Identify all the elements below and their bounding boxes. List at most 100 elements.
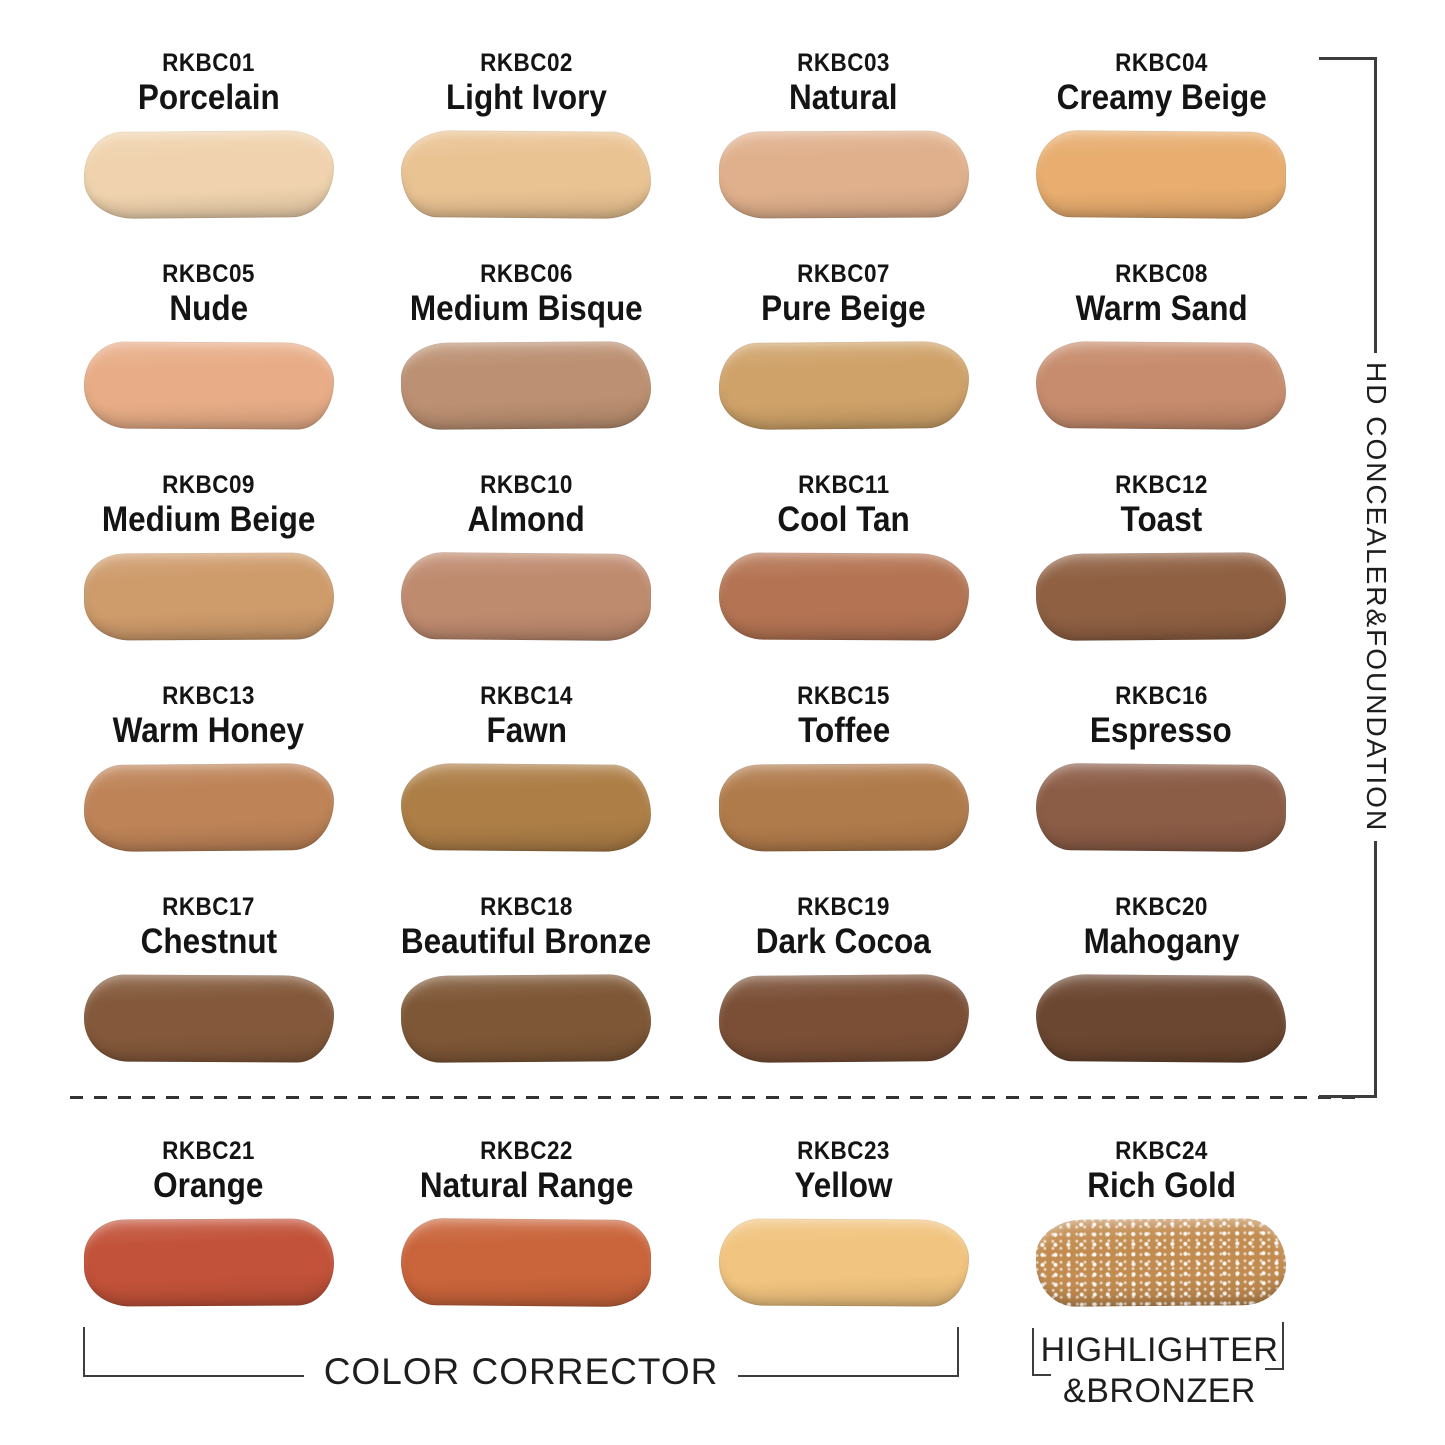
shade-code: RKBC01: [162, 49, 256, 77]
shade-cell: RKBC12 Toast: [1003, 470, 1321, 681]
shade-swatch: [83, 1218, 334, 1307]
shade-code: RKBC10: [479, 471, 573, 499]
shade-code: RKBC02: [479, 49, 573, 77]
shade-code: RKBC07: [797, 260, 891, 288]
shade-swatch: [400, 130, 652, 220]
shade-name: Warm Honey: [113, 711, 305, 750]
shade-code: RKBC03: [797, 49, 891, 77]
shade-code: RKBC24: [1114, 1137, 1208, 1165]
shade-name: Yellow: [794, 1166, 893, 1205]
color-corrector-bracket-line-right: [738, 1375, 958, 1377]
shade-code: RKBC17: [162, 893, 256, 921]
shade-cell: RKBC05 Nude: [50, 259, 368, 470]
shade-swatch: [400, 1218, 652, 1308]
highlighter-bracket-left-corner: [1032, 1328, 1051, 1376]
shade-swatch: [400, 552, 652, 642]
shade-swatch: [1035, 974, 1287, 1064]
group-label-color-corrector: COLOR CORRECTOR: [323, 1350, 719, 1392]
right-bracket-lower-line: [1374, 841, 1377, 1098]
shade-swatch: [718, 552, 969, 641]
shade-name: Orange: [153, 1166, 264, 1205]
shade-cell: RKBC08 Warm Sand: [1003, 259, 1321, 470]
shade-name: Toast: [1120, 500, 1203, 539]
shade-cell: RKBC18 Beautiful Bronze: [368, 892, 686, 1103]
shade-swatch: [400, 974, 652, 1064]
shade-code: RKBC21: [162, 1137, 256, 1165]
shade-swatch: [1035, 130, 1287, 220]
shade-name: Light Ivory: [445, 78, 607, 117]
shade-code: RKBC06: [479, 260, 573, 288]
right-bracket-top-cap: [1319, 57, 1377, 60]
shade-name: Almond: [467, 500, 585, 539]
shade-name: Medium Bisque: [409, 289, 643, 328]
shade-name: Medium Beige: [101, 500, 316, 539]
highlighter-label-line2: &BRONZER: [1063, 1372, 1256, 1411]
shade-swatch: [1035, 341, 1287, 431]
shade-cell: RKBC19 Dark Cocoa: [685, 892, 1003, 1103]
shade-swatch: [83, 552, 334, 641]
shade-code: RKBC04: [1114, 49, 1208, 77]
shade-code: RKBC20: [1114, 893, 1208, 921]
shade-code: RKBC14: [479, 682, 573, 710]
shade-cell: RKBC03 Natural: [685, 48, 1003, 259]
shade-code: RKBC18: [479, 893, 573, 921]
shade-name: Rich Gold: [1086, 1166, 1236, 1205]
shade-name: Warm Sand: [1075, 289, 1248, 328]
shade-cell: RKBC17 Chestnut: [50, 892, 368, 1103]
shade-cell: RKBC14 Fawn: [368, 681, 686, 892]
shade-swatch: [83, 763, 335, 853]
shade-cell: RKBC10 Almond: [368, 470, 686, 681]
color-corrector-bracket-line-left: [85, 1375, 304, 1377]
shade-code: RKBC05: [162, 260, 256, 288]
right-bracket-bottom-cap: [1319, 1095, 1377, 1098]
shade-code: RKBC11: [798, 471, 890, 499]
shade-cell: RKBC23 Yellow: [685, 1136, 1003, 1326]
shade-name: Mahogany: [1083, 922, 1240, 961]
shade-swatch: [718, 763, 969, 852]
shade-code: RKBC16: [1114, 682, 1208, 710]
shade-code: RKBC13: [162, 682, 256, 710]
shade-grid-top: RKBC01 Porcelain RKBC02 Light Ivory RKBC03 Na…: [50, 48, 1320, 1103]
highlighter-bracket-right-corner: [1265, 1322, 1284, 1370]
group-label-hd-concealer-foundation: HD CONCEALER&FOUNDATION: [1361, 361, 1392, 833]
shade-code: RKBC08: [1114, 260, 1208, 288]
shade-name: Toffee: [797, 711, 890, 750]
shade-name: Dark Cocoa: [756, 922, 932, 961]
shade-code: RKBC23: [797, 1137, 891, 1165]
shade-name: Pure Beige: [761, 289, 927, 328]
shade-cell: RKBC02 Light Ivory: [368, 48, 686, 259]
shade-code: RKBC19: [797, 893, 891, 921]
group-divider-dashed-line: [70, 1096, 1358, 1099]
shade-code: RKBC15: [797, 682, 891, 710]
shade-name: Cool Tan: [777, 500, 910, 539]
shade-cell: RKBC07 Pure Beige: [685, 259, 1003, 470]
group-label-highlighter-bronzer: HIGHLIGHTER &BRONZER: [1037, 1330, 1282, 1413]
shade-cell: RKBC13 Warm Honey: [50, 681, 368, 892]
shade-swatch: [1035, 1218, 1287, 1308]
shade-swatch: [1035, 763, 1287, 853]
shade-cell: RKBC11 Cool Tan: [685, 470, 1003, 681]
shade-name: Natural Range: [419, 1166, 634, 1205]
shade-cell: RKBC09 Medium Beige: [50, 470, 368, 681]
shade-swatch: [718, 130, 969, 219]
shade-swatch: [718, 341, 970, 431]
shade-cell: RKBC24 Rich Gold: [1003, 1136, 1321, 1326]
shade-code: RKBC22: [479, 1137, 573, 1165]
shade-name: Espresso: [1090, 711, 1233, 750]
shade-swatch: [83, 974, 334, 1063]
shade-swatch: [83, 341, 334, 430]
shade-cell: RKBC16 Espresso: [1003, 681, 1321, 892]
shade-cell: RKBC22 Natural Range: [368, 1136, 686, 1326]
shade-cell: RKBC21 Orange: [50, 1136, 368, 1326]
shade-name: Beautiful Bronze: [401, 922, 652, 961]
highlighter-label-line1: HIGHLIGHTER: [1040, 1331, 1279, 1369]
shade-swatch: [1035, 552, 1287, 642]
shade-code: RKBC09: [162, 471, 256, 499]
right-bracket-upper-line: [1374, 57, 1377, 353]
shade-cell: RKBC20 Mahogany: [1003, 892, 1321, 1103]
shade-grid-bottom: RKBC21 Orange RKBC22 Natural Range RKBC23 Yel…: [50, 1136, 1320, 1326]
shade-name: Porcelain: [137, 78, 280, 117]
shade-swatch: [718, 974, 970, 1064]
shade-cell: RKBC01 Porcelain: [50, 48, 368, 259]
shade-cell: RKBC15 Toffee: [685, 681, 1003, 892]
